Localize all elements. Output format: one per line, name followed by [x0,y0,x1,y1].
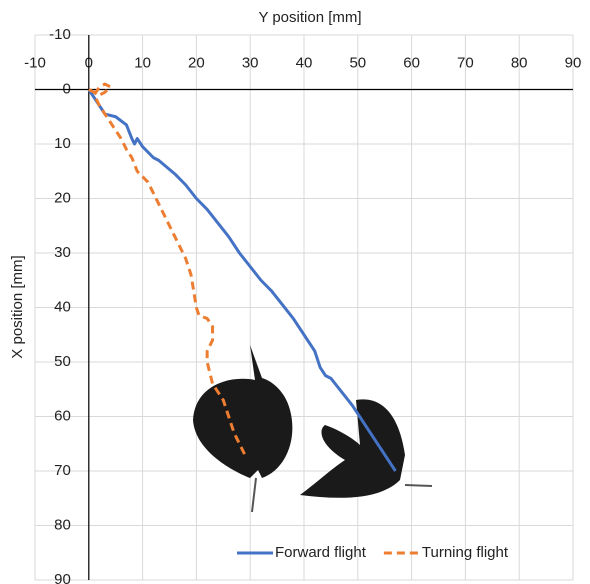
y-tick-label: 10 [54,135,71,152]
x-tick-label: 80 [511,54,528,71]
series-line [87,88,397,472]
y-tick-label: 40 [54,298,71,315]
legend-label: Turning flight [422,544,509,561]
x-tick-label: 60 [403,54,420,71]
butterfly-illustration [193,345,433,513]
legend-label: Forward flight [275,544,367,561]
x-tick-label: 30 [242,54,259,71]
y-tick-label: 70 [54,462,71,479]
x-tick-label: -10 [24,54,46,71]
y-tick-label: 80 [54,516,71,533]
x-tick-label: 70 [457,54,474,71]
y-tick-label: 20 [54,189,71,206]
x-tick-label: 20 [188,54,205,71]
x-tick-label: 40 [296,54,313,71]
y-tick-label: 90 [54,571,71,584]
y-tick-label: 60 [54,407,71,424]
y-tick-label: -10 [49,26,71,43]
y-tick-label: 50 [54,353,71,370]
x-tick-label: 50 [349,54,366,71]
x-tick-label: 90 [565,54,582,71]
series-line [88,82,247,456]
y-tick-label: 30 [54,244,71,261]
x-tick-label: 10 [134,54,151,71]
x-axis-title: Y position [mm] [258,9,361,26]
y-axis-title: X position [mm] [9,255,26,358]
